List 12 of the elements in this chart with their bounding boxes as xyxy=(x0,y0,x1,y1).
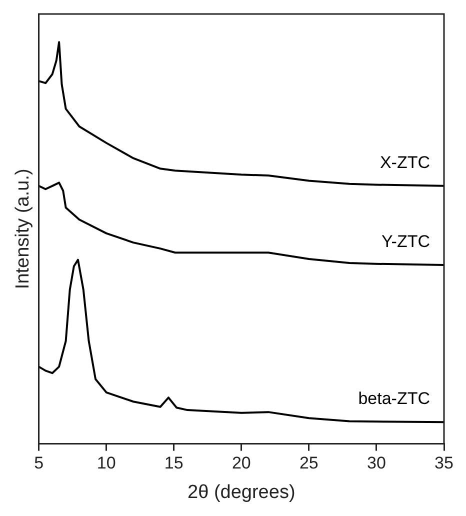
y-axis-title: Intensity (a.u.) xyxy=(12,168,34,290)
x-tick-label: 15 xyxy=(164,454,184,473)
x-tick-label: 25 xyxy=(299,454,318,473)
x-axis-title: 2θ (degrees) xyxy=(188,482,296,503)
x-tick-label: 5 xyxy=(34,454,44,473)
series-label: Y-ZTC xyxy=(382,232,430,252)
series-label: beta-ZTC xyxy=(358,389,430,408)
x-tick-label: 30 xyxy=(367,454,386,473)
x-tick-label: 10 xyxy=(96,454,116,473)
x-tick-label: 20 xyxy=(232,454,251,473)
series-label: X-ZTC xyxy=(380,152,430,172)
x-tick-label: 35 xyxy=(434,454,454,473)
